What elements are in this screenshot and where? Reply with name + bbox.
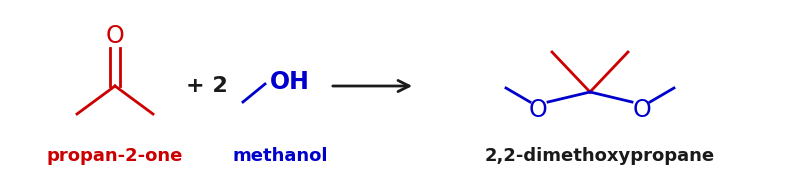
Text: O: O [633,98,651,122]
Text: OH: OH [270,70,310,94]
Text: + 2: + 2 [186,76,228,96]
Text: O: O [529,98,547,122]
Text: propan-2-one: propan-2-one [47,147,183,165]
Text: O: O [106,24,124,48]
Text: 2,2-dimethoxypropane: 2,2-dimethoxypropane [485,147,715,165]
Text: methanol: methanol [232,147,328,165]
